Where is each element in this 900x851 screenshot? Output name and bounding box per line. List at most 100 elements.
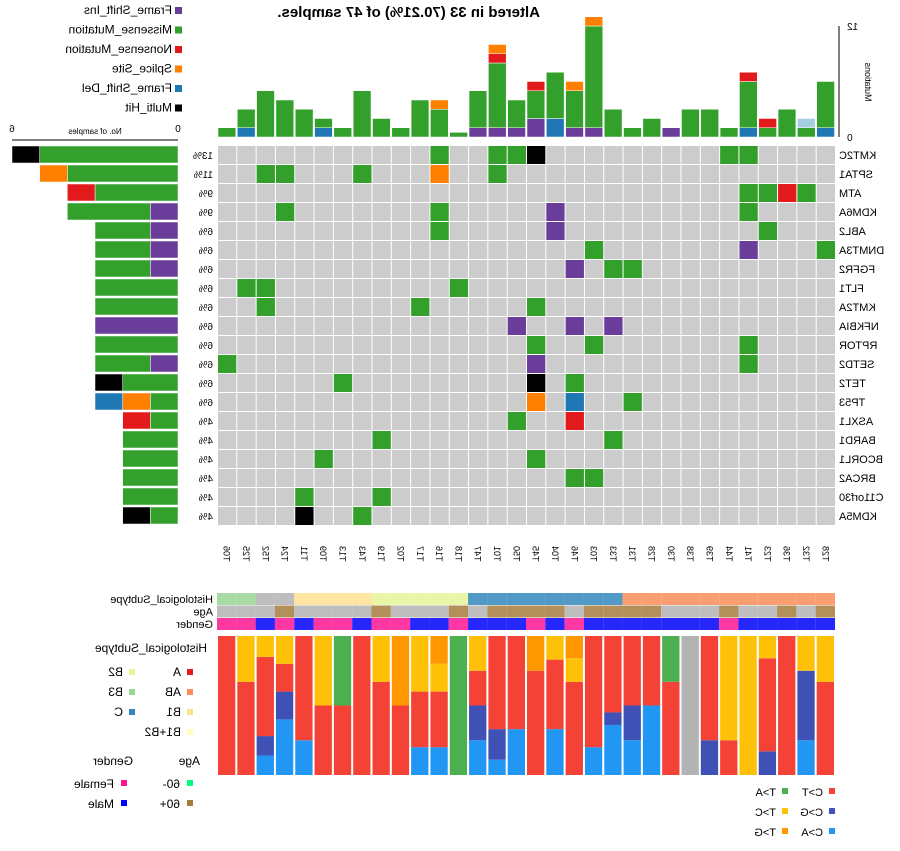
grid-cell [295,431,314,449]
annotation-cell [699,605,720,618]
legend-label: Nonsense_Mutation [65,42,172,56]
grid-cell [565,317,584,335]
grid-cell [758,431,778,449]
grid-cell [642,279,662,297]
annotation-cell [641,618,662,630]
annotation-cell [526,593,546,605]
grid-cell [778,393,797,411]
grid-cell [739,165,758,183]
grid-cell [778,203,797,221]
top-bar-segment [546,72,565,119]
grid-cell [372,260,391,278]
grid-cell [256,488,275,506]
grid-cell [565,412,584,430]
percent-label: 6% [198,284,213,295]
grid-cell [295,146,314,164]
grid-cell [488,412,507,430]
grid-cell [333,469,353,487]
side-bar-segment [67,202,151,221]
annotation-cell [777,618,797,630]
grid-cell [218,450,237,468]
grid-cell [642,317,662,335]
titv-bar-segment [758,751,777,775]
titv-bar-segment [391,705,410,775]
grid-cell [218,412,237,430]
grid-cell [642,450,662,468]
gene-labels: KMT2C SPTA1 ATM KDM6A ABL2 DNMT3A FGFR2 FLT1 KMT… [838,150,884,523]
percent-label: 6% [198,227,213,238]
grid-cell [739,355,758,373]
sample-label: T45 [531,546,541,562]
grid-cell [584,507,604,525]
grid-cell [449,260,469,278]
side-bar-segment [150,354,179,373]
grid-cell [720,393,739,411]
grid-cell [720,374,739,392]
titv-bar-segment [469,740,487,775]
grid-cell [778,241,797,259]
grid-cell [256,241,275,259]
legend-label: Splice_Site [112,62,172,76]
grid-cell [488,469,507,487]
grid-cell [797,222,816,240]
annotation-cell [294,605,314,618]
grid-cell [372,393,391,411]
grid-cell [237,222,256,240]
grid-cell [527,450,546,468]
annotation-cell [661,605,681,618]
grid-cell [797,507,816,525]
titv-bar-segment [469,705,487,741]
grid-cell [469,336,488,354]
grid-cell [700,336,720,354]
grid-cell [816,393,835,411]
oncoplot-grid [218,146,835,525]
titv-bar-segment [797,740,815,775]
grid-cell [623,298,642,316]
grid-cell [565,469,584,487]
grid-cell [816,279,835,297]
grid-cell [546,336,565,354]
grid-cell [739,203,758,221]
grid-cell [314,241,333,259]
grid-cell [816,260,835,278]
legend-label: Female [74,777,114,791]
sample-label: T18 [453,546,463,562]
grid-cell [662,488,681,506]
annotation-cell [796,593,816,605]
grid-cell [256,165,275,183]
grid-cell [333,393,353,411]
legend-swatch [121,780,127,786]
grid-cell [816,412,835,430]
side-bar-segment [39,145,179,164]
grid-cell [604,469,623,487]
grid-cell [275,488,295,506]
grid-cell [565,507,584,525]
grid-cell [546,412,565,430]
grid-cell [778,279,797,297]
grid-cell [758,488,778,506]
grid-cell [469,279,488,297]
grid-cell [333,203,353,221]
top-bar-segment [237,109,256,128]
side-axis-title: No. of samples [68,127,121,136]
annotation-cell [294,618,314,630]
grid-cell [353,393,372,411]
annotation-cell [352,605,372,618]
annotation-cell [390,605,411,618]
grid-cell [353,184,372,202]
top-bar-segment [352,90,372,138]
grid-cell [218,488,237,506]
grid-cell [739,336,758,354]
annotation-cell [661,618,681,630]
annotation-cell [680,593,700,605]
grid-cell [295,507,314,525]
grid-cell [623,279,642,297]
grid-cell [237,450,256,468]
grid-cell [507,393,526,411]
grid-cell [758,146,778,164]
gene-label: BCORL1 [839,454,883,466]
top-bar-segment [488,44,507,54]
grid-cell [584,336,604,354]
grid-cell [353,146,372,164]
